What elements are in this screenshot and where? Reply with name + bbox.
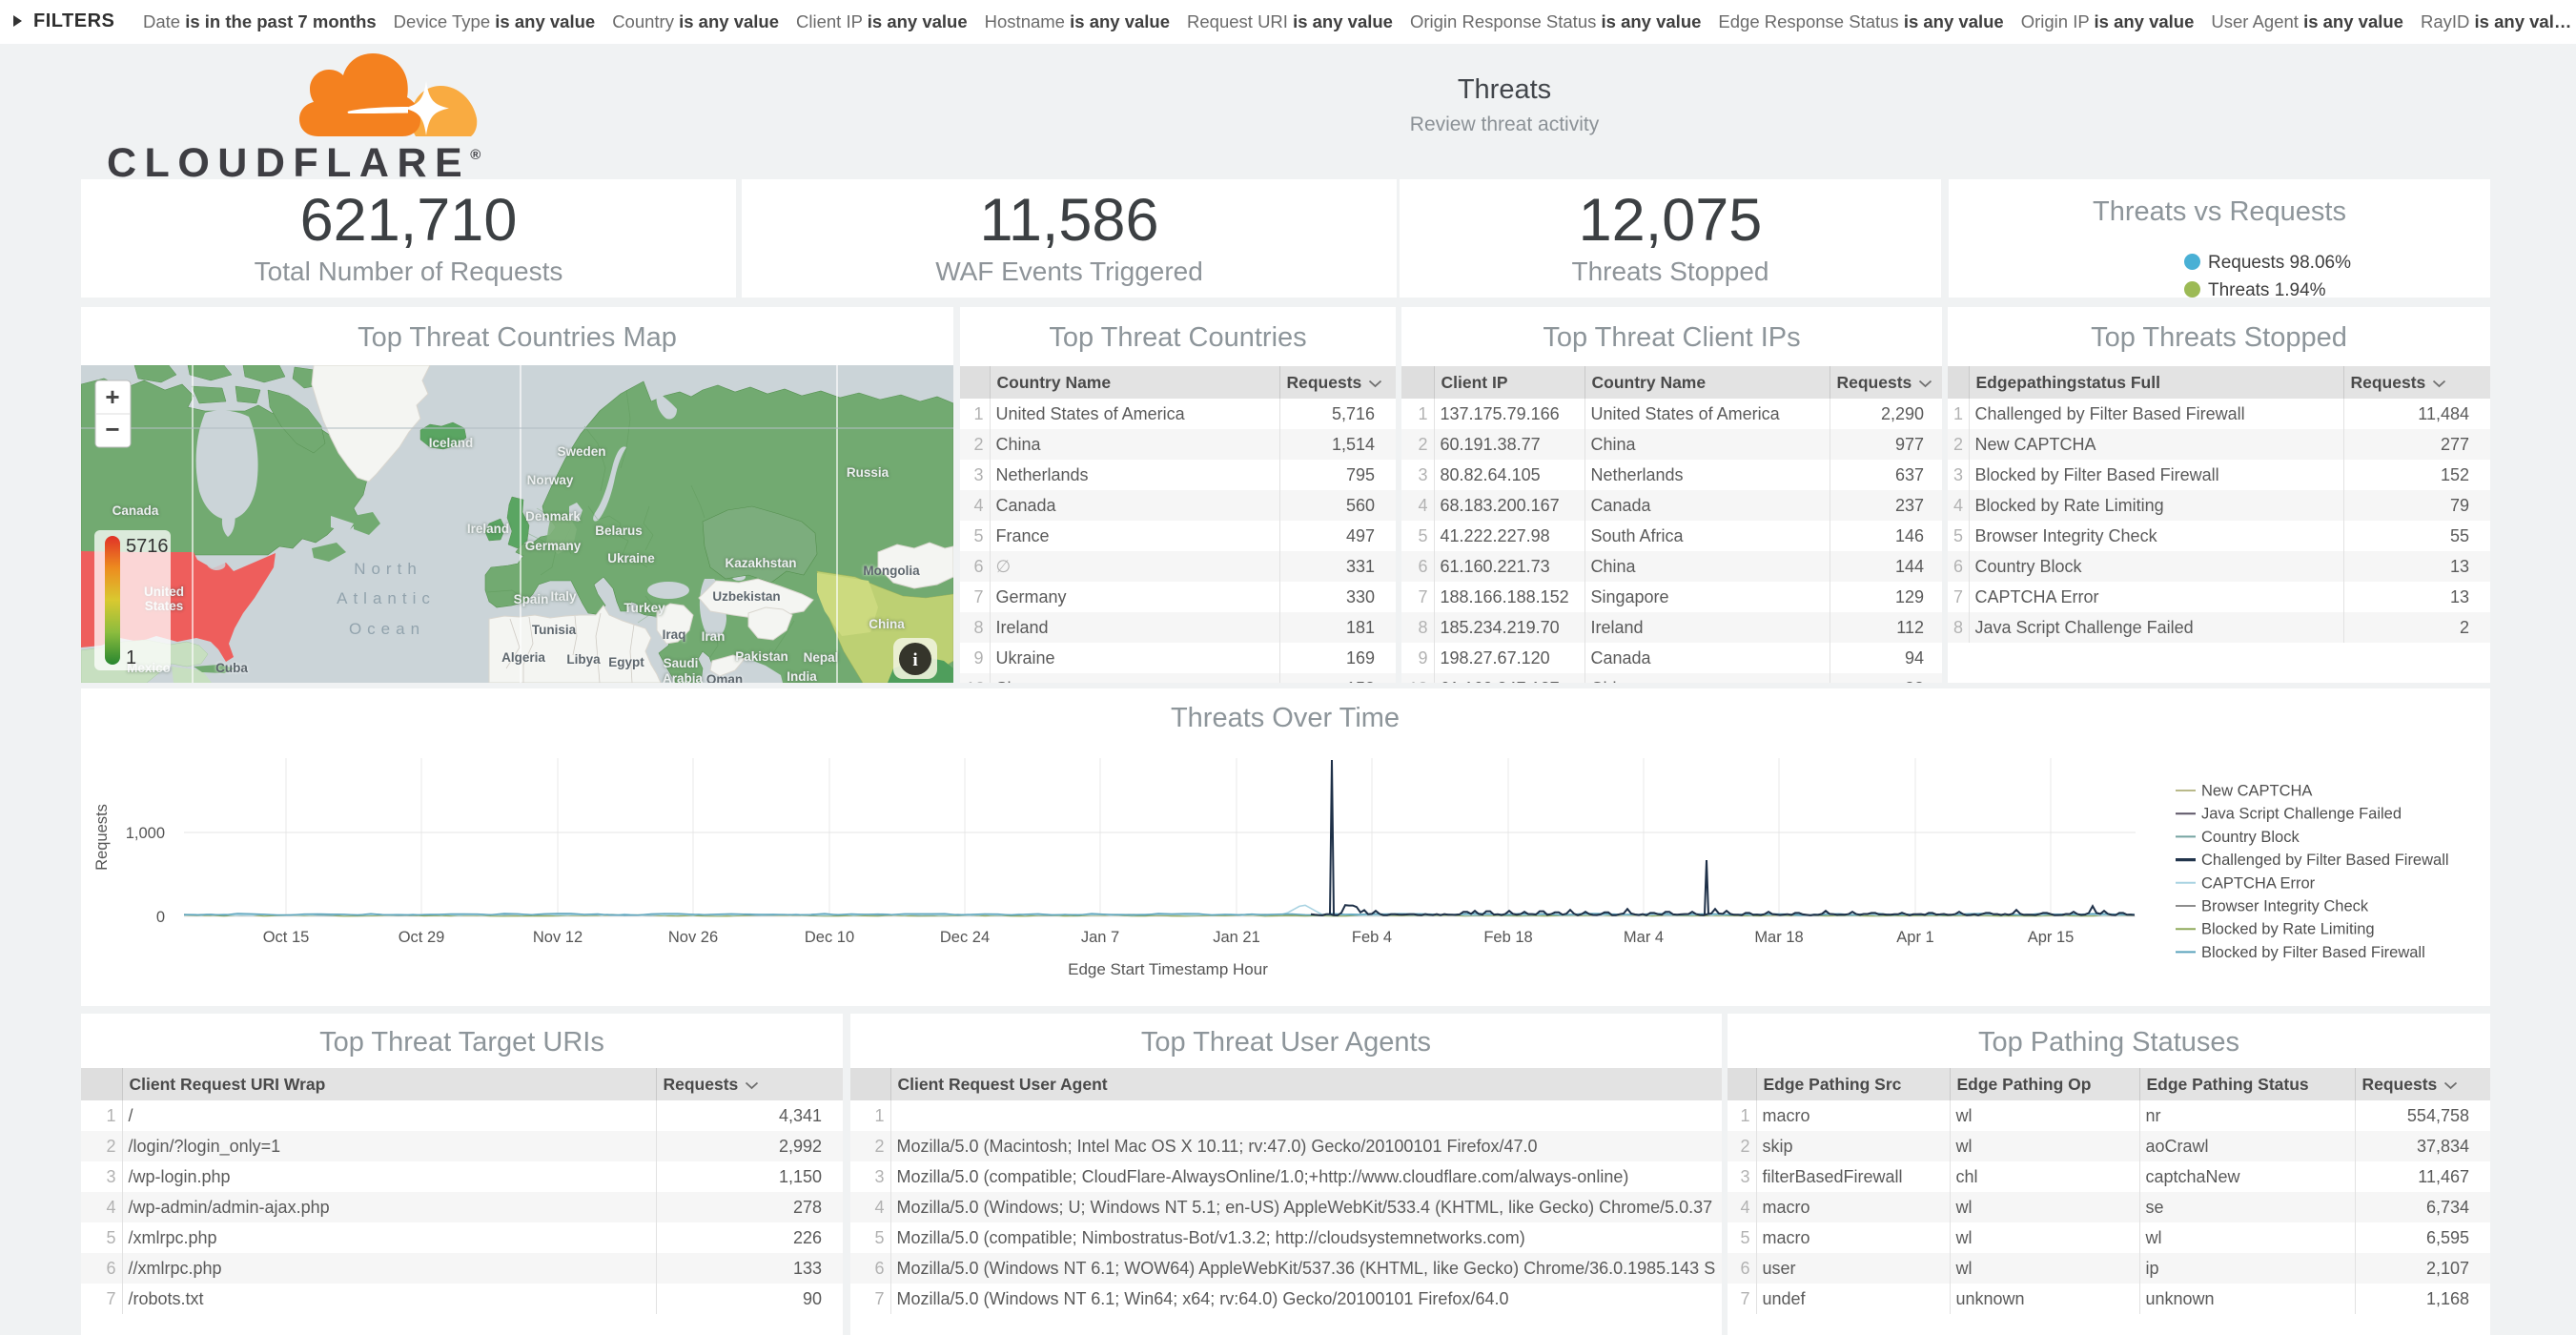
svg-text:Libya: Libya <box>566 652 601 667</box>
svg-text:Feb 18: Feb 18 <box>1483 929 1532 946</box>
svg-text:Atlantic: Atlantic <box>337 589 436 607</box>
svg-text:Edge Start Timestamp Hour: Edge Start Timestamp Hour <box>1068 960 1268 978</box>
svg-text:Dec 10: Dec 10 <box>805 929 854 946</box>
svg-text:Canada: Canada <box>112 503 159 518</box>
svg-text:Pakistan: Pakistan <box>735 649 788 664</box>
svg-text:China: China <box>869 617 905 631</box>
svg-text:Requests: Requests <box>93 804 111 871</box>
svg-text:Cuba: Cuba <box>215 661 248 675</box>
svg-text:Mar 18: Mar 18 <box>1754 929 1803 946</box>
svg-text:New CAPTCHA: New CAPTCHA <box>2201 783 2312 800</box>
svg-text:Spain: Spain <box>514 592 549 606</box>
svg-text:Java Script Challenge Failed: Java Script Challenge Failed <box>2201 806 2402 823</box>
svg-text:Country Block: Country Block <box>2201 829 2300 846</box>
svg-text:1,000: 1,000 <box>126 825 165 842</box>
svg-text:India: India <box>787 669 817 683</box>
svg-text:Jan 21: Jan 21 <box>1213 929 1260 946</box>
svg-text:0: 0 <box>156 909 165 926</box>
svg-text:Mar 4: Mar 4 <box>1624 929 1664 946</box>
svg-text:Uzbekistan: Uzbekistan <box>712 589 780 604</box>
svg-text:Apr 15: Apr 15 <box>2028 929 2075 946</box>
svg-text:Arabia: Arabia <box>663 671 704 683</box>
svg-text:Feb 4: Feb 4 <box>1352 929 1392 946</box>
svg-text:Blocked by Filter Based Firewa: Blocked by Filter Based Firewall <box>2201 944 2425 961</box>
svg-text:1: 1 <box>126 647 136 668</box>
svg-text:Norway: Norway <box>527 473 574 487</box>
svg-text:Russia: Russia <box>847 465 889 480</box>
svg-text:North: North <box>354 560 422 578</box>
svg-text:Apr 1: Apr 1 <box>1896 929 1933 946</box>
svg-text:Algeria: Algeria <box>501 650 545 665</box>
svg-text:i: i <box>912 650 917 670</box>
svg-text:Threats Over Time: Threats Over Time <box>1171 703 1400 733</box>
svg-text:Jan 7: Jan 7 <box>1081 929 1119 946</box>
svg-text:Tunisia: Tunisia <box>532 623 577 637</box>
svg-text:Oman: Oman <box>706 672 743 683</box>
svg-text:Belarus: Belarus <box>595 524 643 538</box>
svg-text:Iraq: Iraq <box>663 627 686 642</box>
svg-text:Blocked by Rate Limiting: Blocked by Rate Limiting <box>2201 921 2375 938</box>
svg-text:Ocean: Ocean <box>349 620 425 638</box>
svg-text:5716: 5716 <box>126 536 169 557</box>
svg-text:Nov 26: Nov 26 <box>668 929 718 946</box>
svg-text:Mongolia: Mongolia <box>863 564 920 578</box>
svg-text:CAPTCHA Error: CAPTCHA Error <box>2201 874 2316 892</box>
svg-text:Ukraine: Ukraine <box>607 551 655 565</box>
svg-text:Oct 15: Oct 15 <box>263 929 310 946</box>
svg-text:Browser Integrity Check: Browser Integrity Check <box>2201 898 2369 915</box>
svg-text:Denmark: Denmark <box>525 509 581 524</box>
svg-text:Challenged by Filter Based Fir: Challenged by Filter Based Firewall <box>2201 852 2449 869</box>
svg-text:Saudi: Saudi <box>664 656 699 670</box>
svg-text:+: + <box>105 382 119 411</box>
svg-text:Turkey: Turkey <box>624 601 665 615</box>
svg-text:Nov 12: Nov 12 <box>533 929 583 946</box>
svg-text:Oct 29: Oct 29 <box>399 929 445 946</box>
svg-text:Dec 24: Dec 24 <box>940 929 990 946</box>
svg-text:Iceland: Iceland <box>429 436 474 450</box>
svg-text:Sweden: Sweden <box>557 444 605 459</box>
svg-text:−: − <box>105 415 119 443</box>
svg-text:Kazakhstan: Kazakhstan <box>725 556 796 570</box>
svg-text:Iran: Iran <box>702 629 726 644</box>
svg-text:Egypt: Egypt <box>608 655 644 669</box>
svg-text:Italy: Italy <box>550 589 577 604</box>
svg-text:Nepal: Nepal <box>804 650 839 665</box>
svg-text:Germany: Germany <box>525 539 582 553</box>
svg-text:Ireland: Ireland <box>467 522 509 536</box>
